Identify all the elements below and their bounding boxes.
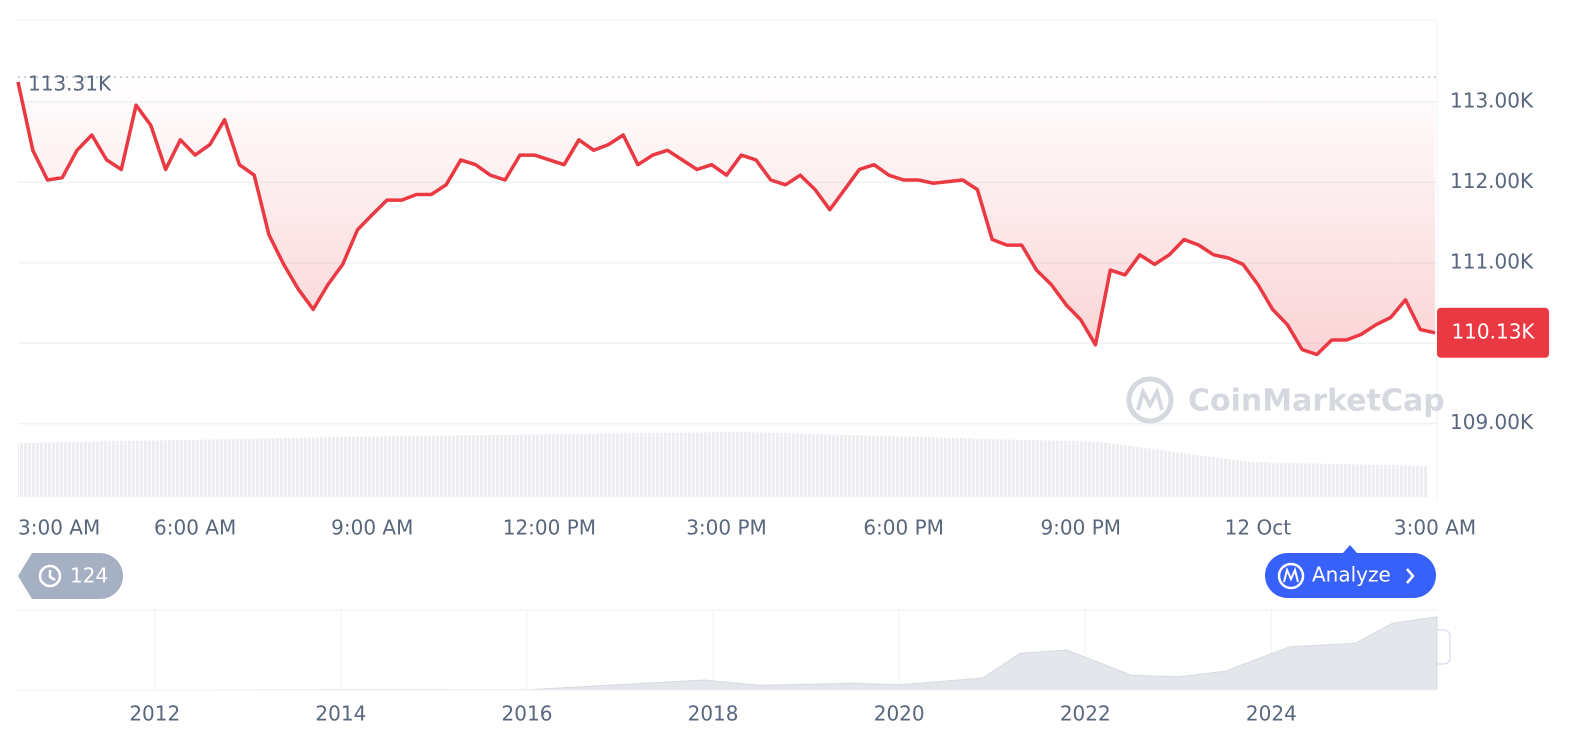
x-tick-label: 9:00 AM xyxy=(331,516,413,540)
navigator-year-label: 2016 xyxy=(502,702,553,726)
x-tick-label: 6:00 AM xyxy=(154,516,236,540)
y-tick-label: 111.00K xyxy=(1450,249,1534,273)
x-tick-label: 9:00 PM xyxy=(1040,516,1121,540)
x-tick-label: 6:00 PM xyxy=(863,516,944,540)
x-tick-label: 12 Oct xyxy=(1225,516,1292,540)
navigator-area xyxy=(17,616,1438,691)
high-label: 113.31K xyxy=(28,72,112,96)
navigator-year-label: 2018 xyxy=(688,702,739,726)
watermark: CoinMarketCap xyxy=(1188,384,1445,419)
history-count: 124 xyxy=(70,564,108,588)
y-tick-label: 109.00K xyxy=(1450,410,1534,434)
last-price-label: 110.13K xyxy=(1451,319,1535,343)
analyze-button[interactable]: Analyze xyxy=(1265,545,1436,598)
history-badge[interactable]: 124 xyxy=(18,553,123,599)
x-tick-label: 3:00 AM xyxy=(18,516,100,540)
navigator-year-label: 2012 xyxy=(129,702,180,726)
price-area xyxy=(18,77,1435,355)
plot: 113.31K xyxy=(16,72,1437,357)
x-tick-label: 3:00 AM xyxy=(1394,516,1476,540)
analyze-label: Analyze xyxy=(1312,563,1391,587)
navigator-year-label: 2020 xyxy=(874,702,925,726)
watermark-logo xyxy=(1126,376,1174,424)
volume-bars xyxy=(18,432,1427,497)
y-tick-label: 112.00K xyxy=(1450,169,1534,193)
navigator-year-label: 2024 xyxy=(1246,702,1297,726)
y-tick-label: 113.00K xyxy=(1450,89,1534,113)
navigator-year-label: 2022 xyxy=(1060,702,1111,726)
navigator-year-label: 2014 xyxy=(315,702,366,726)
x-tick-label: 12:00 PM xyxy=(503,516,596,540)
x-tick-label: 3:00 PM xyxy=(686,516,767,540)
last-price-badge xyxy=(1437,307,1549,358)
price-line xyxy=(16,81,1436,357)
